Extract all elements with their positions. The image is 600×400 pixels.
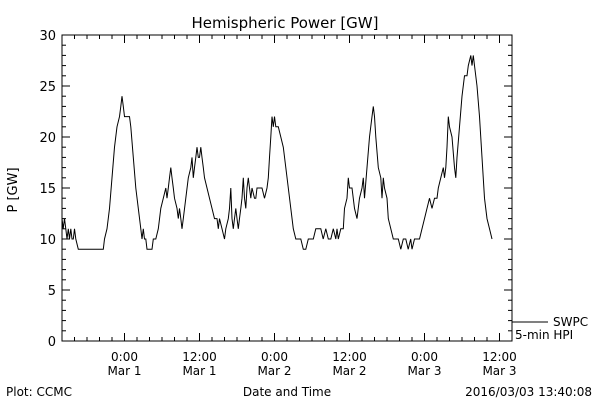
legend-label-hpi: 5-min HPI: [515, 328, 573, 342]
legend-label-swpc: SWPC: [553, 315, 588, 329]
y-tick-label: 15: [39, 182, 56, 197]
y-tick-label: 5: [48, 284, 56, 299]
y-tick-label: 10: [39, 233, 56, 248]
x-tick-date-label: Mar 3: [407, 364, 441, 378]
x-tick-date-label: Mar 1: [182, 364, 216, 378]
plot-frame: [61, 34, 513, 342]
y-tick-label: 20: [39, 131, 56, 146]
footer-plot-source: Plot: CCMC: [6, 385, 72, 399]
x-tick-time-label: 12:00: [332, 350, 367, 364]
x-tick-time-label: 0:00: [261, 350, 288, 364]
y-axis: 0 5 10 15 20 25 30: [39, 29, 512, 350]
x-tick-time-label: 12:00: [482, 350, 517, 364]
chart-title: Hemispheric Power [GW]: [192, 14, 379, 32]
y-tick-label: 0: [48, 335, 56, 350]
series-line-swpc-hpi: [61, 55, 493, 250]
x-tick-time-label: 0:00: [411, 350, 438, 364]
x-tick-date-label: Mar 1: [107, 364, 141, 378]
y-tick-label: 30: [39, 29, 56, 44]
footer-timestamp: 2016/03/03 13:40:08: [465, 385, 592, 399]
y-tick-label: 25: [39, 80, 56, 95]
x-tick-time-label: 0:00: [111, 350, 138, 364]
x-axis-label: Date and Time: [243, 385, 331, 399]
x-tick-time-label: 12:00: [182, 350, 217, 364]
x-tick-date-label: Mar 3: [482, 364, 516, 378]
x-tick-date-label: Mar 2: [257, 364, 291, 378]
y-axis-label: P [GW]: [6, 167, 21, 212]
x-tick-date-label: Mar 2: [332, 364, 366, 378]
